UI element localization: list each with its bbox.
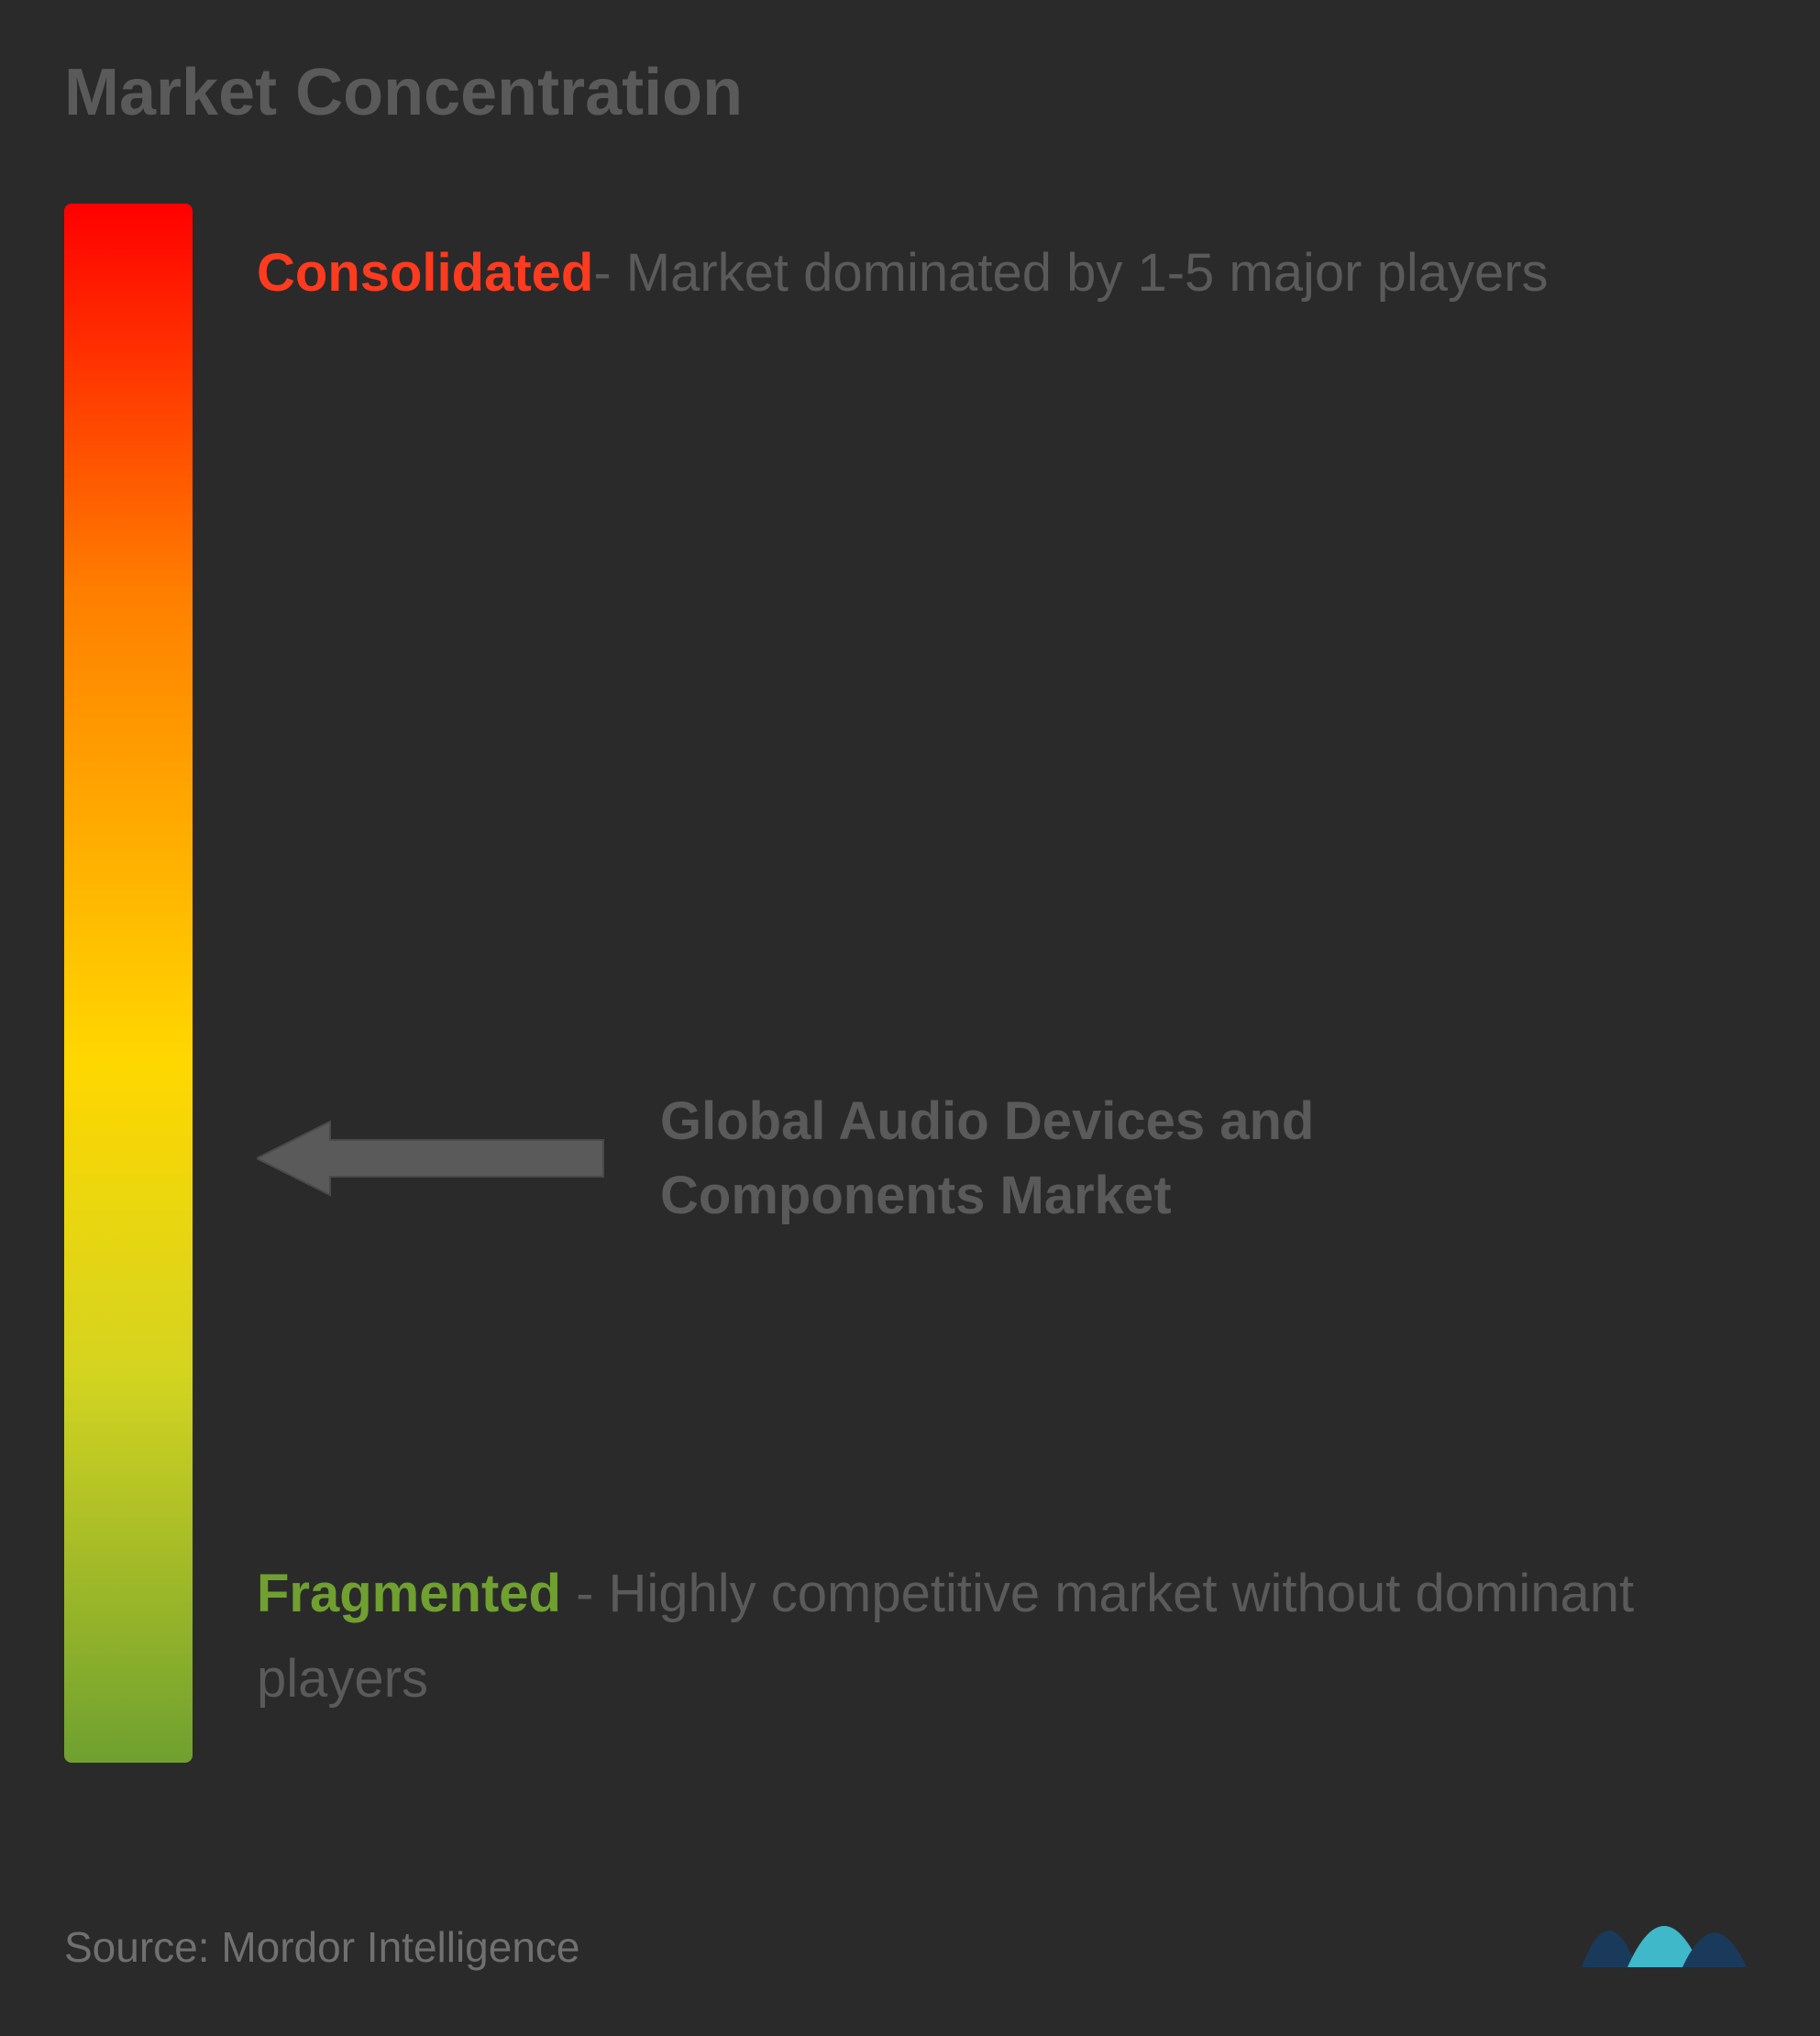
arrow-left-icon	[257, 1117, 605, 1200]
source-prefix: Source:	[64, 1923, 221, 1971]
page-title: Market Concentration	[64, 55, 1756, 130]
fragmented-term: Fragmented	[257, 1564, 561, 1623]
concentration-gradient-bar	[64, 204, 193, 1763]
consolidated-description: - Market dominated by 1-5 major players	[593, 243, 1548, 303]
labels-column: Consolidated- Market dominated by 1-5 ma…	[193, 204, 1756, 1818]
source-attribution: Source: Mordor Intelligence	[64, 1922, 580, 1972]
market-pointer-row: Global Audio Devices and Components Mark…	[257, 1084, 1485, 1233]
consolidated-label: Consolidated- Market dominated by 1-5 ma…	[257, 231, 1585, 316]
market-pointer-label: Global Audio Devices and Components Mark…	[660, 1084, 1485, 1233]
consolidated-term: Consolidated	[257, 243, 593, 303]
content-area: Consolidated- Market dominated by 1-5 ma…	[64, 204, 1756, 1818]
source-name: Mordor Intelligence	[221, 1923, 579, 1971]
fragmented-label: Fragmented - Highly competitive market w…	[257, 1552, 1756, 1722]
brand-logo-icon	[1572, 1876, 1756, 1990]
infographic-container: Market Concentration Consolidated- Marke…	[0, 0, 1820, 2036]
